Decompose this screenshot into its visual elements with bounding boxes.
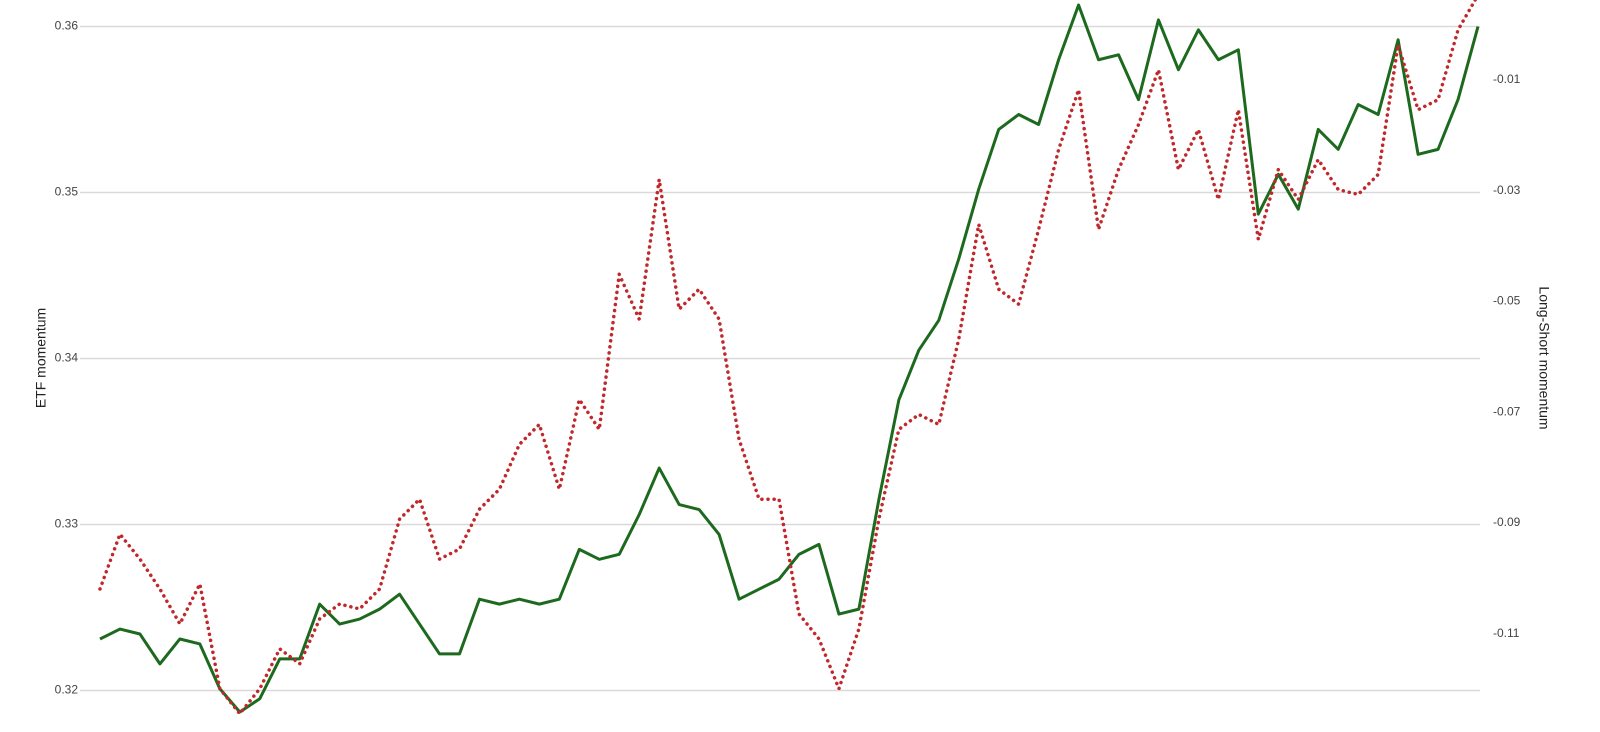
- y-tick-label: 0.35: [55, 185, 79, 199]
- y2-tick-label: -0.11: [1493, 626, 1520, 640]
- y-tick-label: 0.32: [55, 683, 79, 697]
- y2-tick-label: -0.09: [1493, 515, 1521, 529]
- line-series: [98, 0, 1478, 716]
- line-series: [99, 3, 1480, 714]
- y-tick-label: 0.36: [55, 19, 79, 33]
- y2-axis-title: Long-Short momentum: [1536, 286, 1552, 429]
- y-tick-label: 0.33: [55, 517, 79, 531]
- y2-tick-label: -0.05: [1493, 294, 1521, 308]
- y2-tick-label: -0.07: [1493, 404, 1521, 418]
- y2-tick-label: -0.03: [1493, 183, 1521, 197]
- y2-tick-label: -0.01: [1493, 72, 1521, 86]
- y-tick-label: 0.34: [55, 351, 79, 365]
- y-axis-title: ETF momentum: [33, 308, 49, 408]
